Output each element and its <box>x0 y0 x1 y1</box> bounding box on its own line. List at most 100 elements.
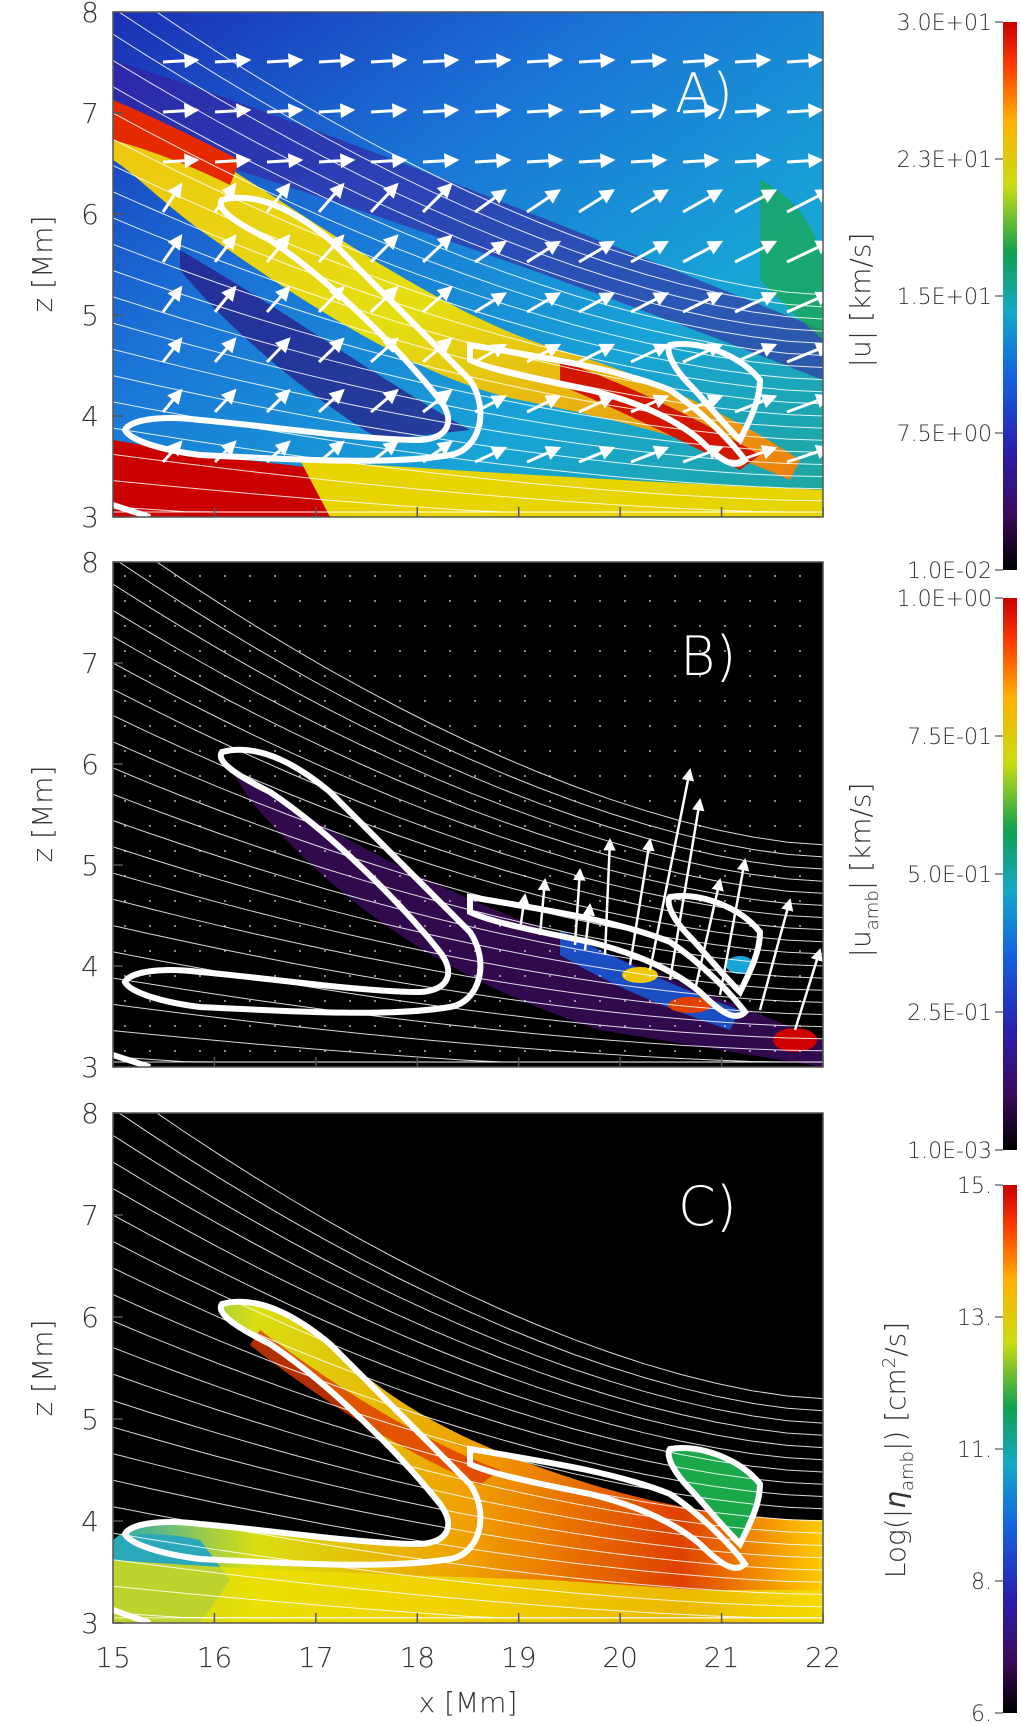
dot-marker <box>424 925 426 927</box>
field-line <box>113 348 823 465</box>
dot-marker <box>499 1000 501 1002</box>
dot-marker <box>549 850 551 852</box>
dot-marker <box>174 925 176 927</box>
field-line <box>113 583 823 870</box>
dot-marker <box>449 675 451 677</box>
velocity-arrow <box>682 394 724 414</box>
dot-marker <box>299 950 301 952</box>
dot-marker <box>399 775 401 777</box>
dot-marker <box>324 575 326 577</box>
dot-marker <box>774 575 776 577</box>
dot-marker <box>349 925 351 927</box>
colorbar-tick-label: 8. <box>971 1570 992 1595</box>
dot-marker <box>599 875 601 877</box>
velocity-arrow <box>265 285 291 314</box>
dot-marker <box>624 700 626 702</box>
dot-marker <box>724 925 726 927</box>
colorbar-tick-label: 1.0E+00 <box>897 587 992 612</box>
dot-marker <box>724 950 726 952</box>
velocity-arrow <box>630 240 670 264</box>
dot-marker <box>499 675 501 677</box>
dot-marker <box>224 775 226 777</box>
dot-marker <box>274 825 276 827</box>
dot-marker <box>674 700 676 702</box>
dot-marker <box>599 725 601 727</box>
dot-marker <box>574 725 576 727</box>
velocity-arrow <box>630 445 670 464</box>
dot-marker <box>174 725 176 727</box>
dot-marker <box>724 900 726 902</box>
dot-marker <box>274 725 276 727</box>
velocity-arrow <box>682 153 720 169</box>
dot-marker <box>599 675 601 677</box>
velocity-arrow <box>578 292 616 314</box>
dot-marker <box>174 1025 176 1027</box>
y-tick-label: 6 <box>81 1301 99 1334</box>
dot-marker <box>799 600 801 602</box>
dot-marker <box>674 675 676 677</box>
dot-marker <box>624 600 626 602</box>
dot-marker <box>724 1050 726 1052</box>
panel-c-field-lines <box>113 1113 823 1619</box>
velocity-arrow <box>369 182 399 214</box>
panel-c-frame <box>112 1112 824 1624</box>
panel-b-heatmap <box>113 562 823 1067</box>
dot-marker <box>174 625 176 627</box>
dot-marker <box>224 725 226 727</box>
ambipolar-arrow <box>758 898 794 1011</box>
dot-marker <box>499 850 501 852</box>
velocity-arrow <box>526 343 562 364</box>
dot-marker <box>149 950 151 952</box>
dot-marker <box>174 750 176 752</box>
dot-marker <box>249 575 251 577</box>
dot-marker <box>124 575 126 577</box>
dot-marker <box>624 650 626 652</box>
dot-marker <box>224 1050 226 1052</box>
dot-marker <box>574 700 576 702</box>
dot-marker <box>399 750 401 752</box>
dot-marker <box>774 800 776 802</box>
velocity-arrow <box>734 103 772 119</box>
dot-marker <box>374 850 376 852</box>
field-line <box>118 562 823 858</box>
dot-marker <box>574 750 576 752</box>
velocity-arrow <box>474 446 508 464</box>
y-tick-label: 4 <box>81 1505 99 1538</box>
dot-marker <box>624 575 626 577</box>
dot-marker <box>299 825 301 827</box>
velocity-arrow <box>682 103 720 119</box>
dot-marker <box>699 750 701 752</box>
velocity-arrow <box>786 240 823 264</box>
dot-marker <box>599 950 601 952</box>
dot-marker <box>799 725 801 727</box>
dot-marker <box>274 1050 276 1052</box>
dot-marker <box>424 675 426 677</box>
dot-marker <box>449 925 451 927</box>
dot-marker <box>699 725 701 727</box>
velocity-arrow <box>369 285 399 314</box>
dot-marker <box>424 975 426 977</box>
dot-marker <box>799 925 801 927</box>
dot-marker <box>474 625 476 627</box>
dot-marker <box>774 625 776 627</box>
dot-marker <box>524 600 526 602</box>
panel-c-contour-hook <box>665 1445 764 1550</box>
dot-marker <box>524 625 526 627</box>
dot-marker <box>124 950 126 952</box>
velocity-arrow <box>630 103 668 119</box>
dot-marker <box>124 975 126 977</box>
dot-marker <box>224 700 226 702</box>
dot-marker <box>299 925 301 927</box>
velocity-arrow <box>213 337 237 363</box>
dot-marker <box>349 950 351 952</box>
dot-marker <box>324 825 326 827</box>
dot-marker <box>549 625 551 627</box>
velocity-arrow <box>162 103 200 119</box>
dot-marker <box>549 925 551 927</box>
dot-marker <box>324 925 326 927</box>
dot-marker <box>649 750 651 752</box>
dot-marker <box>774 850 776 852</box>
panel-b-colorbar-label-tail: | [km/s] <box>844 783 877 891</box>
dot-marker <box>374 650 376 652</box>
